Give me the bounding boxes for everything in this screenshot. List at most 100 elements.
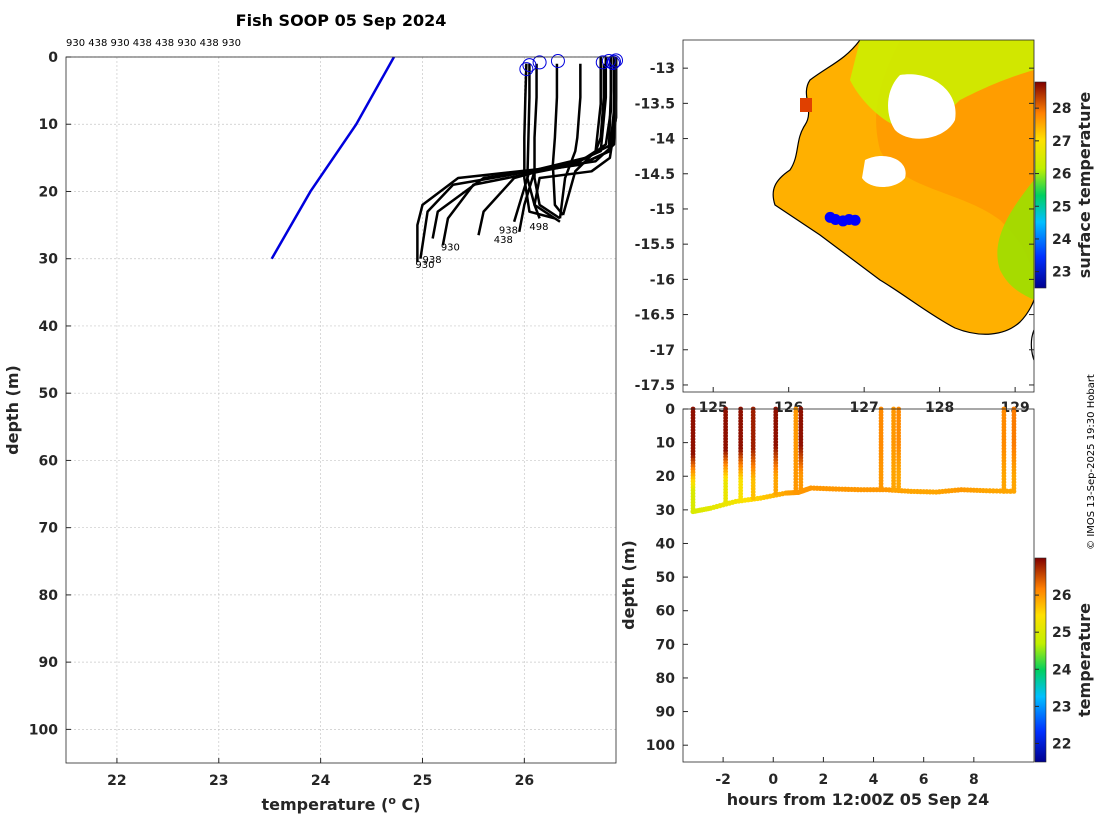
time-tick-label: 8	[969, 772, 979, 788]
depth-tick-label: 0	[665, 402, 675, 418]
depth-tick-label: 80	[656, 671, 676, 687]
sst-colorbar	[1034, 81, 1047, 289]
cast-point	[793, 488, 799, 494]
profile-annotation: 938	[499, 225, 518, 236]
cast-point	[738, 497, 744, 503]
profile-marker	[522, 58, 537, 73]
time-depth-frame	[682, 408, 1035, 763]
depth-tick-label: 10	[656, 436, 676, 452]
profile-annotation: 930	[441, 242, 460, 253]
time-depth-x-axis-label: hours from 12:00Z 05 Sep 24	[727, 790, 989, 809]
y-tick-label: 80	[39, 588, 59, 604]
sst-cool-band	[997, 180, 1034, 300]
profile-annotation: 498	[529, 222, 548, 233]
profile-series	[533, 63, 561, 220]
y-tick-label: 30	[39, 252, 59, 268]
profile-marker	[532, 55, 547, 70]
cast-point	[798, 488, 804, 494]
time-tick-label: 6	[919, 772, 929, 788]
depth-tick-label: 20	[656, 469, 676, 485]
profile-marker	[550, 54, 565, 69]
cast-point	[878, 487, 884, 493]
y-tick-label: 70	[39, 521, 59, 537]
profile-y-axis-label: depth (m)	[3, 365, 22, 455]
time-depth-x-ticks: -2 0 2 4 6 8	[715, 757, 979, 788]
depth-tick-label: 50	[656, 570, 676, 586]
y-tick-label: 100	[29, 722, 58, 738]
y-tick-label: 60	[39, 453, 59, 469]
profile-annotation: 438	[494, 235, 513, 246]
depth-tick-label: 100	[646, 738, 675, 754]
ship-track	[824, 211, 861, 227]
depth-tick-label: 30	[656, 503, 676, 519]
lat-tick-label: -17	[650, 343, 675, 359]
x-tick-label: 24	[311, 773, 331, 789]
map-lat-ticks: -13 -13.5 -14 -14.5 -15 -15.5 -16 -16.5 -17 -17.5	[635, 61, 1034, 394]
temp-cb-tick-label: 26	[1052, 588, 1071, 604]
cast-point	[750, 495, 756, 501]
chart-title: Fish SOOP 05 Sep 2024	[236, 11, 447, 30]
profile-marker	[519, 62, 534, 77]
header-profile-ids: 930 438 930 438 438 930 438 930	[66, 38, 241, 49]
sst-cb-tick-label: 24	[1052, 232, 1072, 248]
lat-tick-label: -15	[650, 202, 675, 218]
lon-tick-label: 127	[850, 400, 879, 416]
lat-tick-label: -13.5	[635, 96, 675, 112]
cloud-mask-2	[862, 156, 906, 187]
x-tick-label: 25	[413, 773, 432, 789]
profile-marker	[595, 55, 610, 70]
time-tick-label: -2	[715, 772, 731, 788]
temp-cb-tick-label: 22	[1052, 736, 1071, 752]
y-tick-label: 10	[39, 117, 59, 133]
x-tick-label: 26	[515, 773, 534, 789]
temp-cb-tick-label: 24	[1052, 662, 1072, 678]
profile-series	[558, 63, 582, 219]
sst-cb-tick-label: 23	[1052, 265, 1071, 281]
time-tick-label: 4	[869, 772, 879, 788]
depth-tick-label: 60	[656, 604, 676, 620]
cast-point	[723, 499, 729, 504]
temperature-colorbar	[1034, 557, 1047, 763]
lat-tick-label: -16	[650, 272, 675, 288]
profile-series	[561, 63, 606, 216]
lat-tick-label: -14.5	[635, 167, 675, 183]
temp-cb-tick-label: 25	[1052, 625, 1071, 641]
cast-point	[690, 509, 696, 514]
profile-x-axis-label: temperature (o C)	[261, 794, 420, 814]
sst-cb-tick-label: 26	[1052, 167, 1071, 183]
sst-map: -13 -13.5 -14 -14.5 -15 -15.5 -16 -16.5 -17 -17.5…	[635, 39, 1094, 416]
bottom-trace-point	[1007, 488, 1014, 494]
profile-series	[523, 63, 556, 220]
lon-tick-label: 125	[699, 400, 728, 416]
time-depth-points	[690, 406, 1017, 515]
lat-tick-label: -13	[650, 61, 675, 77]
time-tick-label: 2	[819, 772, 829, 788]
depth-tick-label: 90	[656, 705, 676, 721]
depth-tick-label: 70	[656, 637, 676, 653]
y-tick-label: 40	[39, 319, 59, 335]
profile-y-ticks: 0 10 20 30 40 50 60 70 80 90 100	[29, 50, 71, 738]
lat-tick-label: -15.5	[635, 237, 675, 253]
time-depth-y-ticks: 0 10 20 30 40 50 60 70 80 90 100	[646, 402, 688, 754]
sst-colorbar-ticks: 23 24 25 26 27 28	[1035, 101, 1072, 281]
sst-cb-tick-label: 28	[1052, 101, 1071, 117]
lon-tick-label: 128	[925, 400, 954, 416]
time-depth-y-axis-label: depth (m)	[619, 540, 638, 630]
lat-tick-label: -17.5	[635, 378, 675, 394]
profile-marker	[606, 54, 621, 69]
temperature-colorbar-label: temperature	[1075, 603, 1094, 717]
profile-series	[526, 63, 561, 223]
y-tick-label: 0	[48, 50, 58, 66]
lat-tick-label: -14	[650, 132, 676, 148]
profile-marker	[605, 56, 620, 71]
sst-warm-spot	[800, 98, 812, 112]
depth-tick-label: 40	[656, 536, 676, 552]
profile-x-ticks: 22 23 24 25 26	[107, 758, 534, 789]
cast-point	[891, 487, 896, 493]
climatology-line	[270, 56, 396, 260]
y-tick-label: 90	[39, 655, 59, 671]
profile-annotation: 938	[422, 255, 441, 266]
profile-annotation: 930	[415, 260, 434, 271]
